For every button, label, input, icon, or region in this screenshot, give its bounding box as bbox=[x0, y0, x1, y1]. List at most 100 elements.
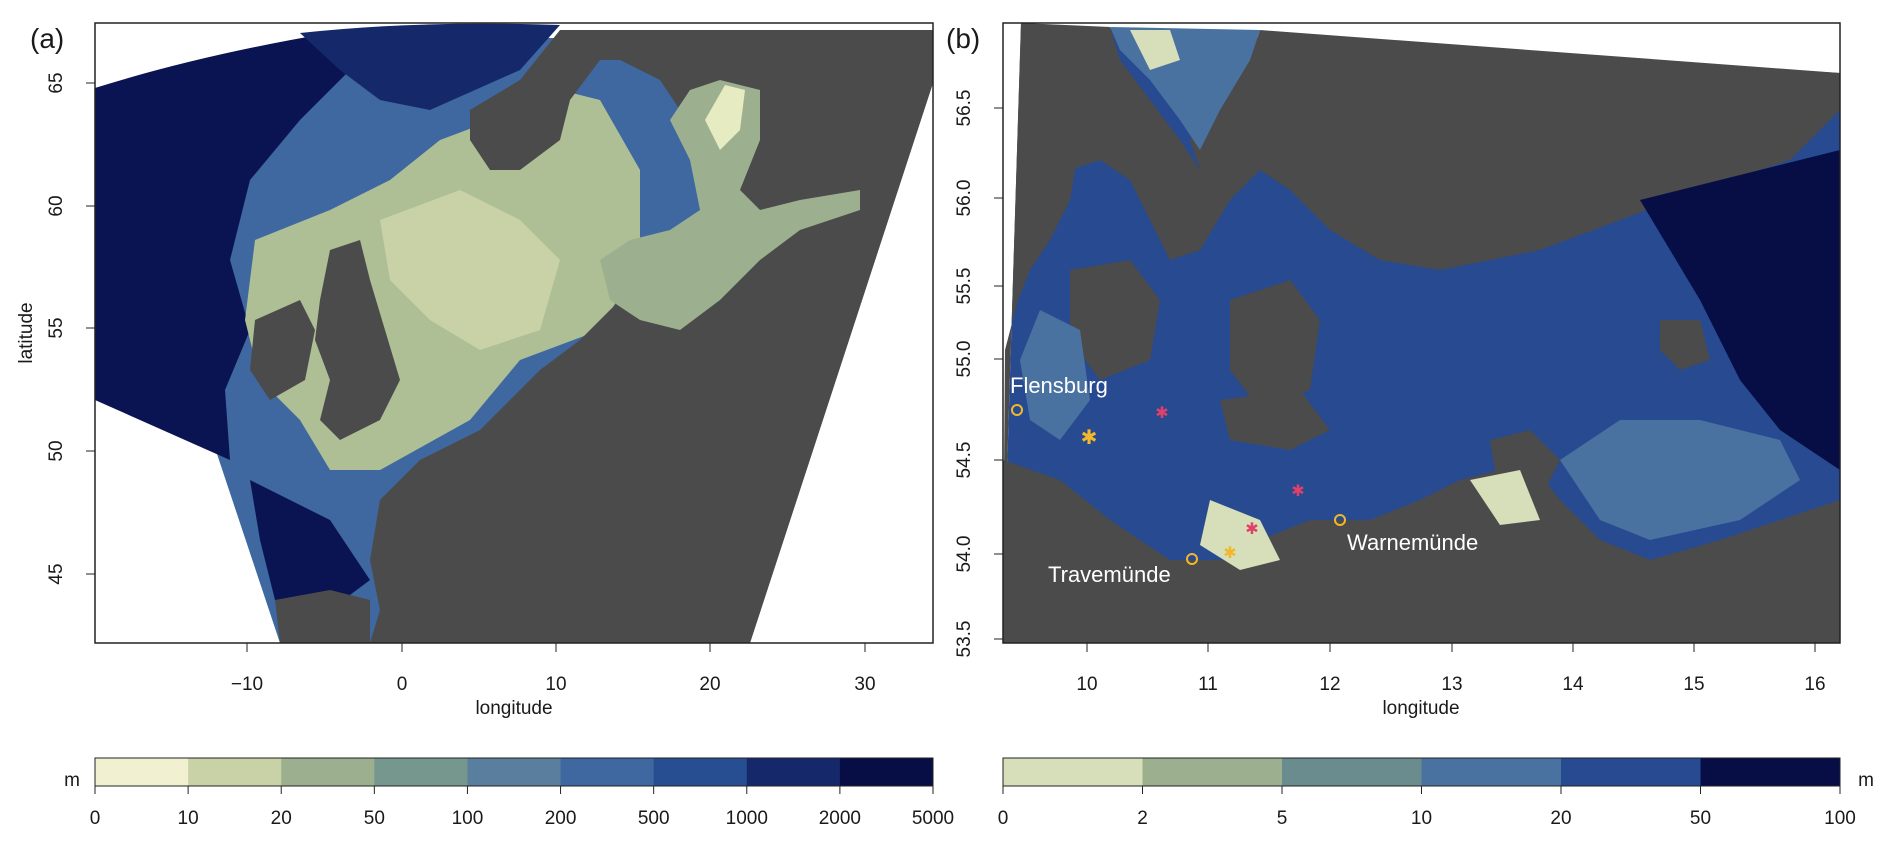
legend-b-break-label-4: 10 bbox=[1411, 808, 1432, 829]
legend-a-break-label-1: 0 bbox=[90, 808, 101, 829]
panel-b-markers: ✱ ✱ ✱ ✱ ✱ bbox=[1011, 404, 1346, 565]
legend-b-swatch-2 bbox=[1142, 758, 1283, 786]
panel-b-letter: (b) bbox=[946, 23, 980, 54]
legend-a-swatch-7 bbox=[653, 758, 748, 786]
panel-b-xtick-4: 13 bbox=[1441, 674, 1462, 695]
panel-b-ytick-5: 55.5 bbox=[954, 268, 975, 305]
panel-a-ylabel: latitude bbox=[16, 302, 37, 363]
panel-b-coast-1 bbox=[1200, 500, 1280, 570]
panel-b-map bbox=[1003, 23, 1840, 643]
panel-b-x-axis: 10 11 12 13 14 15 16 longitude bbox=[1076, 643, 1826, 719]
legend-b-break-label-6: 50 bbox=[1690, 808, 1711, 829]
legend-b-swatch-1 bbox=[1003, 758, 1143, 786]
legend-b-break-label-3: 5 bbox=[1277, 808, 1288, 829]
panel-b-belt-shallow bbox=[1020, 310, 1090, 440]
panel-a-xtick-5: 30 bbox=[854, 674, 875, 695]
panel-b-y-axis: 53.5 54.0 54.5 55.0 55.5 56.0 56.5 bbox=[954, 90, 1003, 658]
legend-a-break-label-8: 1000 bbox=[726, 808, 768, 829]
legend-b-break-label-5: 20 bbox=[1550, 808, 1571, 829]
legend-a-break-label-3: 20 bbox=[271, 808, 292, 829]
panel-a-xtick-2: 0 bbox=[397, 674, 408, 695]
star-red-1: ✱ bbox=[1155, 405, 1168, 422]
panel-b-ytick-7: 56.5 bbox=[954, 90, 975, 127]
panel-a-map bbox=[95, 23, 933, 643]
legend-a-break-label-2: 10 bbox=[178, 808, 199, 829]
label-flensburg: Flensburg bbox=[1010, 373, 1108, 398]
star-yellow-2: ✱ bbox=[1223, 545, 1236, 562]
panel-a-x-axis: −10 0 10 20 30 longitude bbox=[231, 643, 876, 719]
panel-b-ytick-4: 55.0 bbox=[954, 341, 975, 378]
marker-travemuende bbox=[1186, 553, 1198, 565]
panel-a-britain bbox=[315, 240, 400, 440]
panel-b-frame bbox=[1002, 22, 1841, 644]
panel-b-xtick-1: 10 bbox=[1076, 674, 1097, 695]
legend-b-break-label-1: 0 bbox=[998, 808, 1009, 829]
panel-b-xtick-2: 11 bbox=[1198, 674, 1218, 695]
legend-a-swatch-1 bbox=[95, 758, 189, 786]
panel-a-north-sea bbox=[380, 190, 560, 350]
panel-b-lolland bbox=[1220, 390, 1330, 450]
legend-b-swatch-6 bbox=[1700, 758, 1841, 786]
label-warnemuende: Warnemünde bbox=[1347, 530, 1478, 555]
panel-b-basin-deep bbox=[1640, 150, 1840, 470]
panel-a-y-axis: 45 50 55 60 65 latitude bbox=[16, 72, 95, 585]
legend-a-break-label-4: 50 bbox=[364, 808, 385, 829]
panel-b-ytick-3: 54.5 bbox=[954, 442, 975, 479]
panel-a-ytick-4: 60 bbox=[46, 195, 67, 216]
panel-b-ytick-1: 53.5 bbox=[954, 621, 975, 658]
panel-b-xlabel: longitude bbox=[1382, 698, 1459, 719]
legend-b: 0 2 5 10 20 50 100 bbox=[998, 757, 1856, 829]
legend-a-break-label-7: 500 bbox=[638, 808, 670, 829]
legend-a-swatch-6 bbox=[560, 758, 655, 786]
panel-a-deep-north bbox=[300, 23, 560, 110]
legend-b-swatch-4 bbox=[1421, 758, 1562, 786]
panel-a-deep-biscay bbox=[250, 480, 370, 610]
legend-a-swatch-5 bbox=[467, 758, 562, 786]
panel-a-ytick-2: 50 bbox=[46, 440, 67, 461]
panel-a-iberia bbox=[275, 590, 370, 643]
legend-a-break-label-5: 100 bbox=[452, 808, 484, 829]
legend-a-swatch-3 bbox=[281, 758, 375, 786]
panel-b-coast-2 bbox=[1470, 470, 1540, 525]
legend-b-unit: m bbox=[1858, 770, 1874, 791]
panel-a-ytick-1: 45 bbox=[46, 563, 67, 584]
label-travemuende: Travemünde bbox=[1048, 562, 1171, 587]
legend-b-swatch-3 bbox=[1282, 758, 1422, 786]
panel-b-zealand bbox=[1230, 280, 1320, 410]
panel-b-xtick-5: 14 bbox=[1562, 674, 1584, 695]
panel-b-jutland bbox=[1003, 23, 1080, 600]
star-red-2: ✱ bbox=[1291, 483, 1304, 500]
panel-b-bornholm bbox=[1660, 320, 1710, 370]
panel-a-baltic-coast bbox=[705, 85, 745, 150]
legend-a-break-label-6: 200 bbox=[545, 808, 577, 829]
panel-a-ytick-5: 65 bbox=[46, 72, 67, 93]
legend-b-break-label-7: 100 bbox=[1824, 808, 1856, 829]
legend-a-break-label-10: 5000 bbox=[912, 808, 954, 829]
marker-flensburg bbox=[1011, 404, 1023, 416]
panel-b-ytick-6: 56.0 bbox=[954, 180, 975, 217]
star-red-3: ✱ bbox=[1245, 521, 1258, 538]
panel-b-xtick-7: 16 bbox=[1804, 674, 1825, 695]
panel-a-frame bbox=[94, 22, 934, 644]
legend-a-swatch-9 bbox=[839, 758, 934, 786]
marker-warnemuende bbox=[1334, 514, 1346, 526]
panel-a-ireland bbox=[250, 300, 315, 400]
star-yellow-1: ✱ bbox=[1081, 427, 1098, 449]
legend-a-break-label-9: 2000 bbox=[819, 808, 861, 829]
legend-a-swatch-4 bbox=[374, 758, 468, 786]
panel-a-baltic bbox=[600, 80, 860, 330]
panel-b-xtick-3: 12 bbox=[1319, 674, 1340, 695]
legend-b-swatch-5 bbox=[1561, 758, 1701, 786]
panel-b-xtick-6: 15 bbox=[1683, 674, 1704, 695]
panel-b-pomeranian bbox=[1560, 420, 1800, 540]
panel-a-xtick-4: 20 bbox=[699, 674, 720, 695]
panel-a-xtick-3: 10 bbox=[545, 674, 566, 695]
panel-a-ytick-3: 55 bbox=[46, 317, 67, 338]
panel-b-funen bbox=[1070, 260, 1160, 380]
legend-a: 0 10 20 50 100 200 500 1000 2000 5000 bbox=[90, 757, 954, 829]
legend-b-break-label-2: 2 bbox=[1137, 808, 1148, 829]
panel-a-letter: (a) bbox=[30, 23, 64, 54]
panel-b-ytick-2: 54.0 bbox=[954, 536, 975, 573]
legend-a-swatch-2 bbox=[188, 758, 282, 786]
panel-b-coast-3 bbox=[1130, 30, 1180, 70]
